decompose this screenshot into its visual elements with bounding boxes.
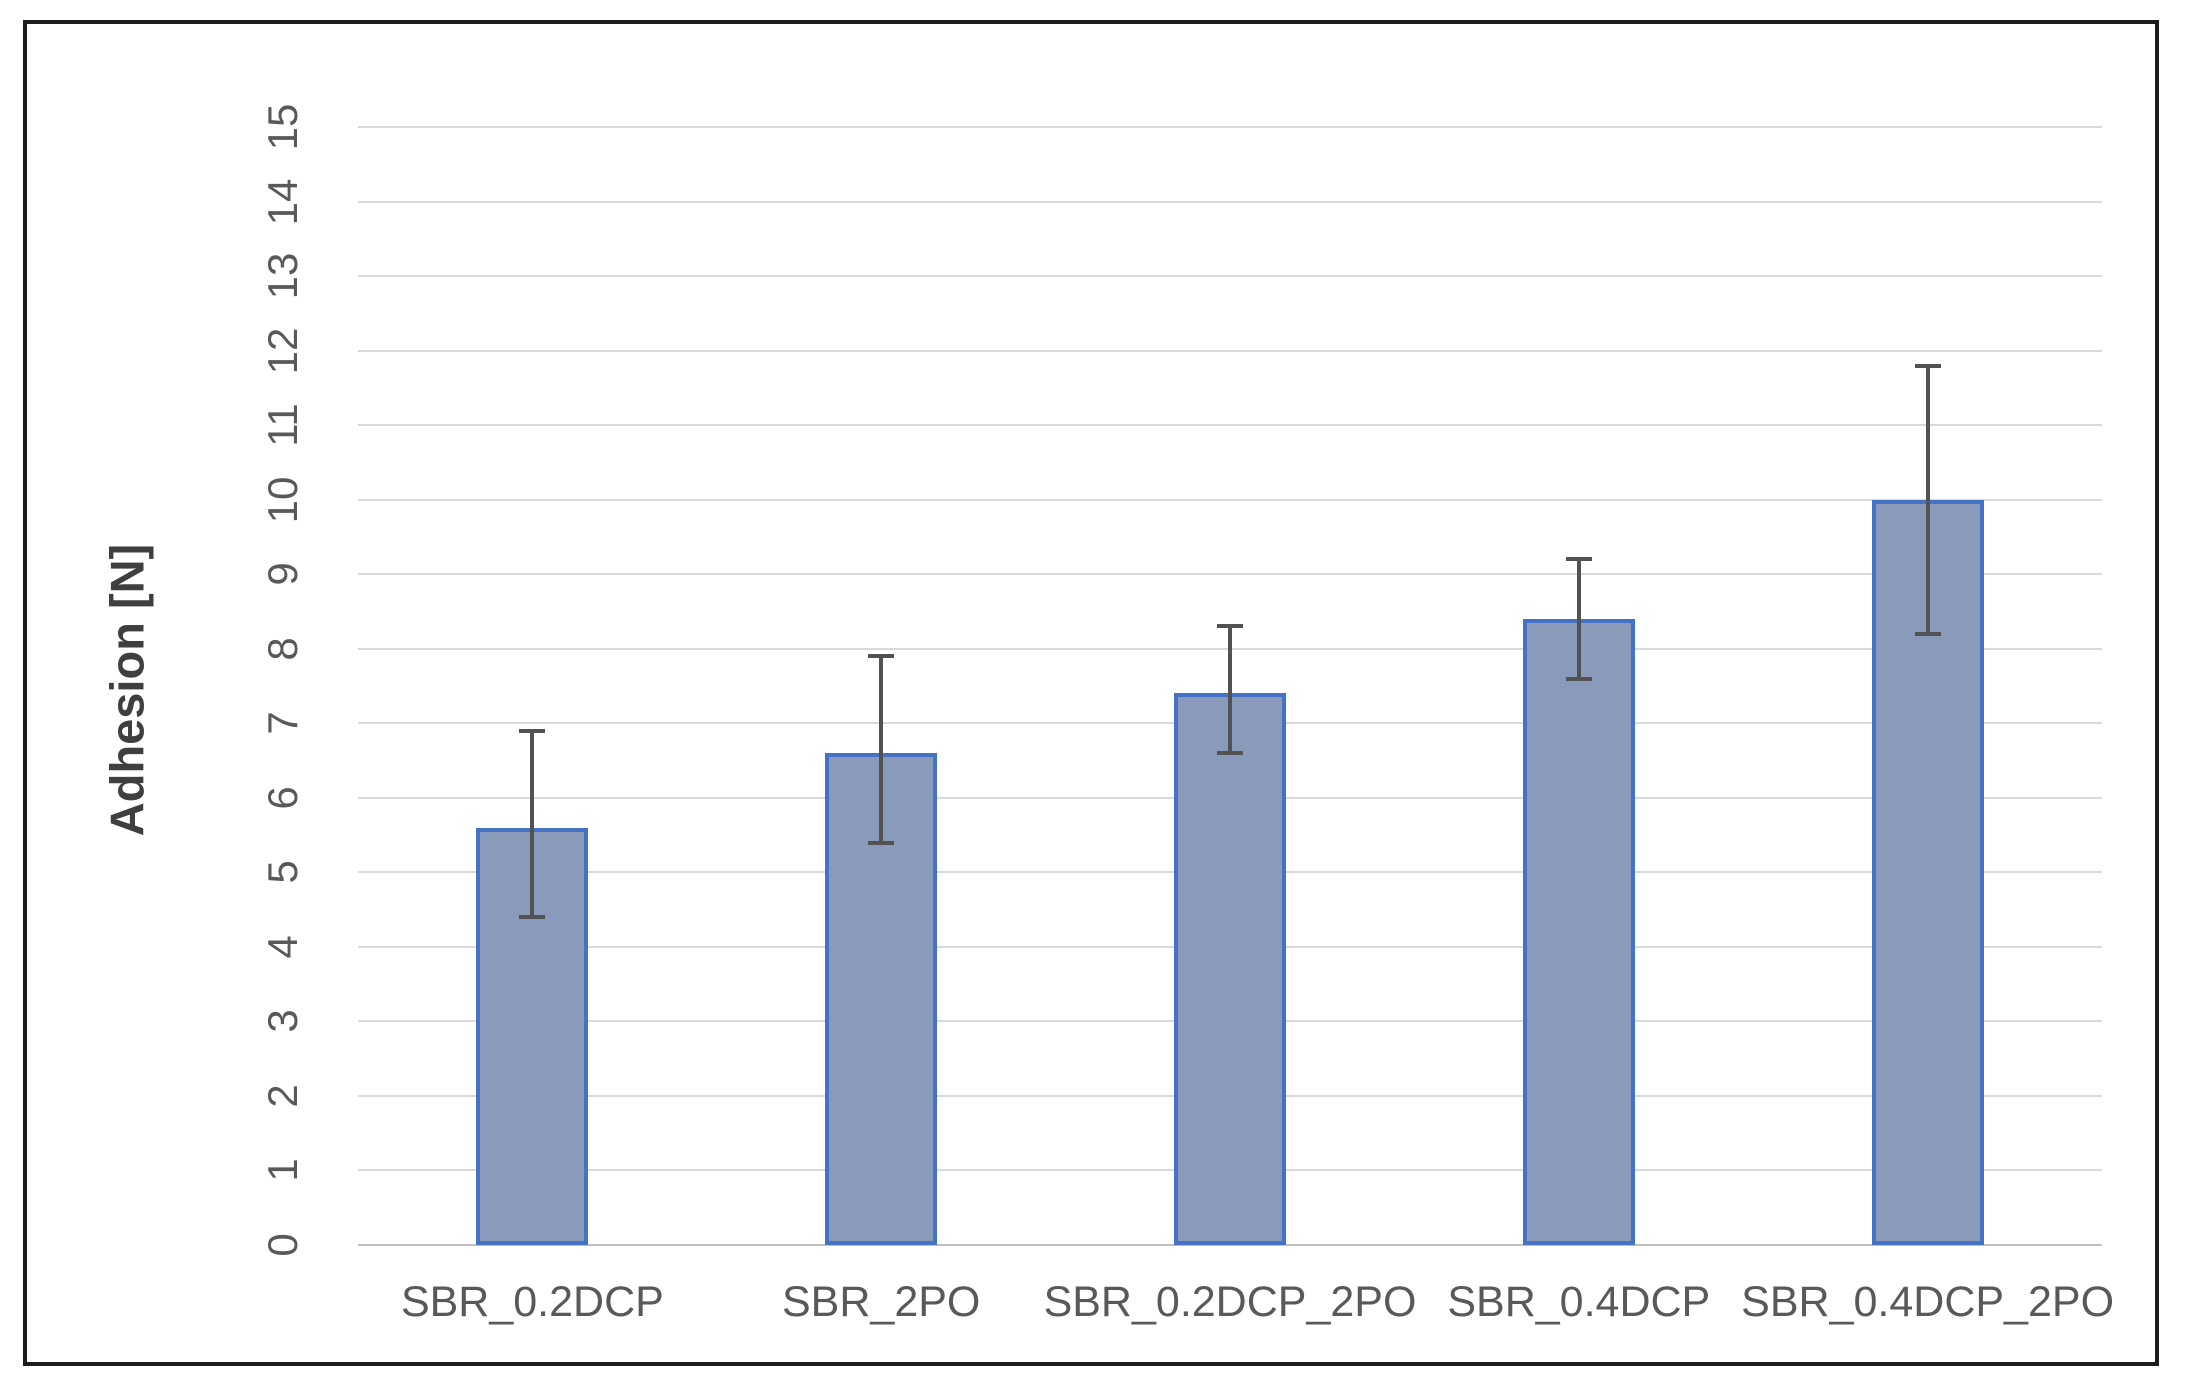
y-axis-title: Adhesion [N] xyxy=(100,543,154,837)
error-bar-line xyxy=(1228,626,1232,754)
error-bar-cap-bottom xyxy=(1914,631,1941,636)
y-tick-label: 0 xyxy=(259,1233,306,1257)
y-tick-label: 8 xyxy=(259,637,306,661)
y-tick-label: 1 xyxy=(259,1158,306,1183)
error-bar-line xyxy=(530,730,535,918)
y-tick-label: 6 xyxy=(259,786,306,810)
x-tick-label: SBR_0.4DCP_2PO xyxy=(1741,1278,2115,1326)
bar xyxy=(1522,618,1635,1245)
error-bar-cap-bottom xyxy=(1565,676,1592,681)
error-bar-cap-top xyxy=(519,728,546,733)
error-bar-line xyxy=(1925,365,1930,634)
gridline xyxy=(358,200,2102,203)
y-tick-label: 15 xyxy=(259,103,306,151)
y-tick-label: 11 xyxy=(259,403,306,447)
y-tick-label: 5 xyxy=(259,860,306,885)
gridline xyxy=(358,126,2102,128)
error-bar-cap-bottom xyxy=(519,915,546,920)
gridline xyxy=(358,275,2102,278)
plot-area xyxy=(358,126,2102,1246)
y-tick-label: 13 xyxy=(259,252,306,300)
gridline xyxy=(358,573,2102,576)
error-bar-line xyxy=(879,656,884,843)
y-tick-label: 9 xyxy=(259,562,306,586)
y-tick-label: 3 xyxy=(259,1009,306,1034)
bar xyxy=(1174,693,1286,1245)
bar xyxy=(1871,499,1984,1245)
figure-border: Adhesion [N] xyxy=(23,20,2159,1366)
error-bar-cap-top xyxy=(1565,557,1592,562)
y-tick-label: 2 xyxy=(259,1084,306,1108)
y-tick-label: 10 xyxy=(259,476,306,524)
error-bar-cap-bottom xyxy=(868,840,895,845)
y-tick-label: 12 xyxy=(259,327,306,374)
error-bar-cap-bottom xyxy=(1217,751,1243,756)
gridline xyxy=(358,349,2102,352)
error-bar-cap-top xyxy=(868,654,895,659)
y-tick-label: 14 xyxy=(259,178,306,225)
y-tick-label: 4 xyxy=(259,935,306,959)
error-bar-cap-top xyxy=(1914,363,1941,368)
x-tick-label: SBR_0.2DCP_2PO xyxy=(1043,1278,1417,1326)
x-tick-label: SBR_2PO xyxy=(782,1278,981,1326)
x-tick-label: SBR_0.2DCP xyxy=(400,1278,664,1326)
gridline xyxy=(358,498,2102,501)
error-bar-cap-top xyxy=(1217,624,1243,629)
y-tick-label: 7 xyxy=(259,711,306,735)
x-axis-line xyxy=(358,1244,2102,1246)
x-tick-label: SBR_0.4DCP xyxy=(1447,1278,1711,1326)
error-bar-line xyxy=(1576,559,1581,679)
gridline xyxy=(358,424,2102,427)
